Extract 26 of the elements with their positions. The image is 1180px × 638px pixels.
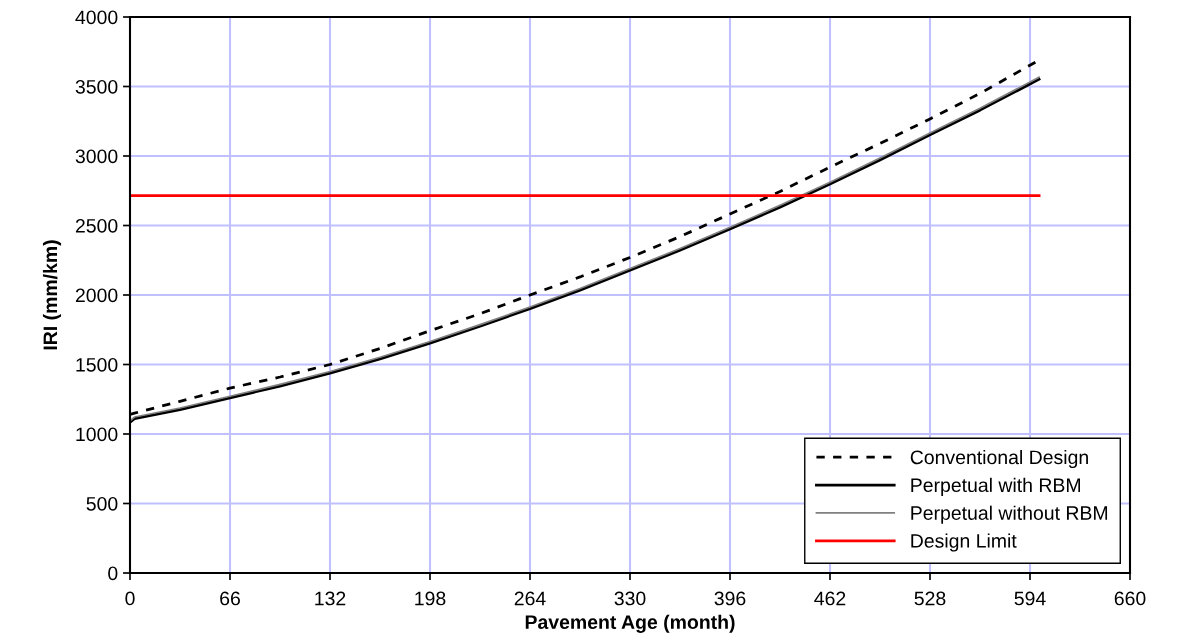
x-axis-title: Pavement Age (month): [525, 614, 735, 633]
legend-label: Design Limit: [911, 533, 1017, 552]
legend-label: Perpetual without RBM: [911, 505, 1108, 524]
y-tick-label: 500: [86, 496, 118, 511]
y-tick-label: 1000: [76, 427, 118, 442]
y-tick-label: 4000: [75, 10, 118, 25]
y-tick-label: 2500: [75, 218, 118, 233]
x-tick-label: 330: [614, 591, 646, 606]
x-tick-label: 660: [1114, 591, 1146, 606]
x-tick-label: 594: [1014, 591, 1046, 606]
y-tick-label: 3500: [75, 79, 118, 94]
legend-label: Perpetual with RBM: [911, 477, 1080, 496]
y-tick-label: 2000: [75, 288, 118, 303]
y-tick-label: 0: [108, 566, 118, 581]
x-tick-label: 198: [415, 591, 446, 606]
y-tick-label: 3000: [75, 149, 118, 164]
legend-label: Conventional Design: [910, 449, 1088, 469]
y-tick-label: 1500: [76, 357, 118, 372]
y-axis-title: IRI (mm/km): [42, 240, 62, 350]
x-tick-label: 66: [220, 591, 240, 606]
x-tick-label: 396: [714, 591, 746, 606]
x-tick-label: 462: [814, 591, 846, 606]
x-tick-label: 0: [125, 591, 135, 606]
x-tick-label: 264: [514, 591, 546, 606]
x-tick-label: 132: [315, 591, 346, 606]
x-tick-label: 528: [914, 591, 946, 606]
